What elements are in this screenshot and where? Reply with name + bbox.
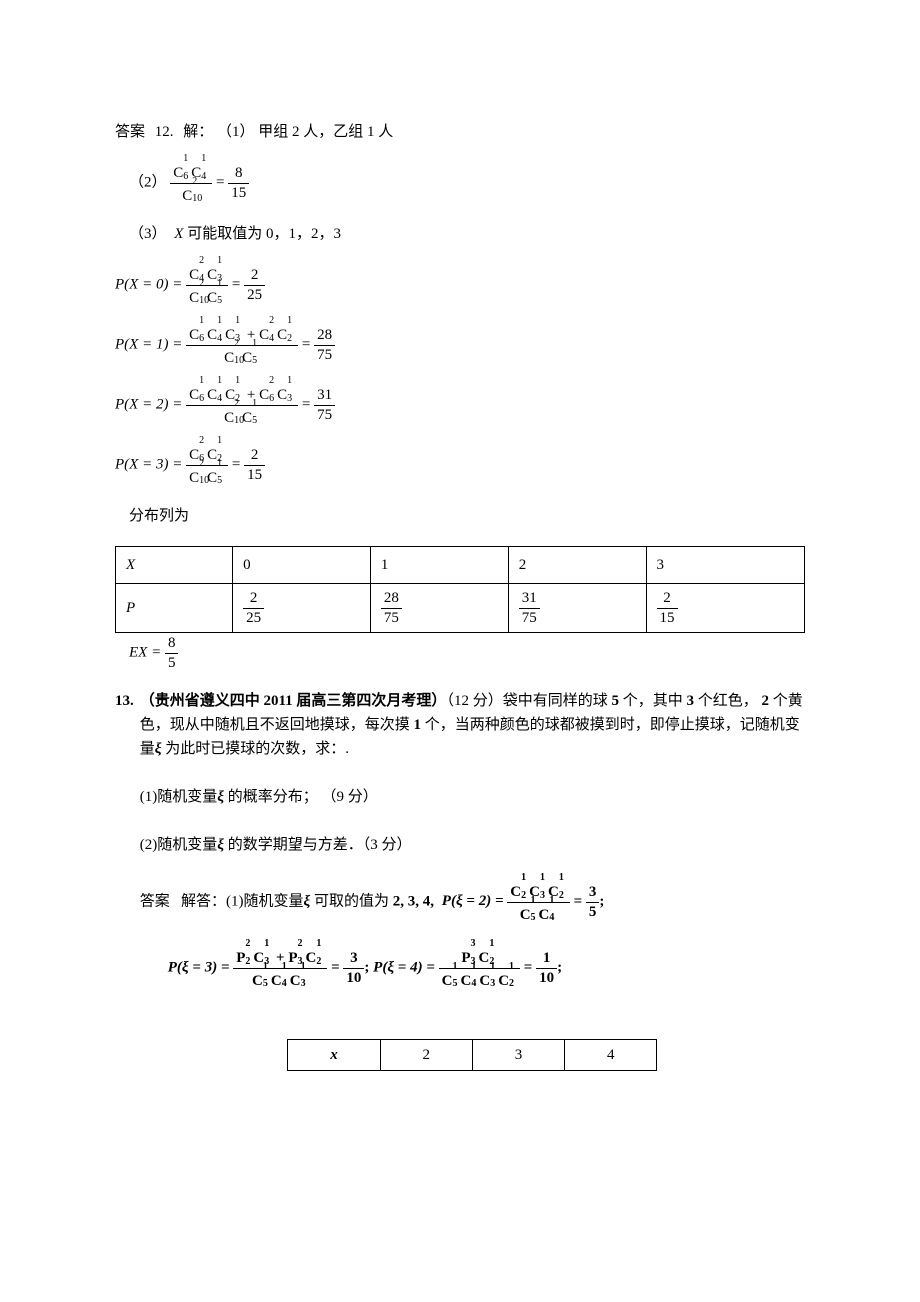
- q13-body: （贵州省遵义四中 2011 届高三第四次月考理）（12 分）袋中有同样的球 5 …: [140, 689, 805, 1071]
- cell-p3: 215: [646, 584, 804, 633]
- dist-label: 分布列为: [115, 504, 805, 528]
- solve-label: 解：: [183, 124, 213, 140]
- part1-text: 甲组 2 人，乙组 1 人: [258, 124, 393, 140]
- q13-p3-p4: P(ξ = 3) = P22C13 + P23C12 C15C14C13 = 3…: [140, 947, 805, 989]
- part3-text: 可能取值为 0，1，2，3: [187, 226, 341, 242]
- q13-stem: （贵州省遵义四中 2011 届高三第四次月考理）（12 分）袋中有同样的球 5 …: [140, 689, 805, 761]
- frac-left: C16C14 C210: [170, 162, 212, 204]
- distribution-table: X 0 1 2 3 P 225 2875 3175 215: [115, 546, 805, 633]
- px3: P(X = 3) = C26C12 C210C15 = 215: [115, 444, 805, 486]
- cell-x: x: [288, 1040, 380, 1071]
- cell-p1: 2875: [370, 584, 508, 633]
- q13-sub2: (2)随机变量ξ 的数学期望与方差．（3 分）: [140, 833, 805, 857]
- cell-p: P: [116, 584, 233, 633]
- px2: P(X = 2) = C16C14C12 + C26C13 C210C15 = …: [115, 384, 805, 426]
- question-13: 13. （贵州省遵义四中 2011 届高三第四次月考理）（12 分）袋中有同样的…: [115, 689, 805, 1071]
- part3-label: （3）: [129, 226, 167, 242]
- cell-3: 3: [472, 1040, 564, 1071]
- xi-table: x 2 3 4: [287, 1039, 657, 1071]
- answer-12-part2: （2） C16C14 C210 = 8 15: [115, 162, 805, 204]
- answer-num: 12.: [155, 124, 174, 140]
- cell-3: 3: [646, 547, 804, 584]
- cell-2: 2: [380, 1040, 472, 1071]
- q13-number: 13.: [115, 689, 134, 713]
- part2-label: （2）: [129, 174, 167, 190]
- part1-label: （1）: [217, 124, 255, 140]
- answer-prefix: 答案: [115, 124, 145, 140]
- cell-4: 4: [565, 1040, 657, 1071]
- table-row: x 2 3 4: [288, 1040, 657, 1071]
- answer-12-part3: （3） X 可能取值为 0，1，2，3: [115, 222, 805, 246]
- ex-value: EX = 85: [115, 635, 805, 671]
- px1: P(X = 1) = C16C14C13 + C24C12 C210C15 = …: [115, 324, 805, 366]
- cell-1: 1: [370, 547, 508, 584]
- equals: =: [216, 174, 228, 190]
- var-x: X: [174, 226, 183, 242]
- cell-0: 0: [233, 547, 371, 584]
- q13-answer: 答案 解答：(1)随机变量ξ 可取的值为 2, 3, 4, P(ξ = 2) =…: [140, 881, 805, 923]
- cell-x: X: [116, 547, 233, 584]
- cell-p2: 3175: [508, 584, 646, 633]
- cell-2: 2: [508, 547, 646, 584]
- q13-sub1: (1)随机变量ξ 的概率分布； （9 分）: [140, 785, 805, 809]
- answer-12-part1: 答案 12. 解： （1） 甲组 2 人，乙组 1 人: [115, 120, 805, 144]
- cell-p0: 225: [233, 584, 371, 633]
- table-row: X 0 1 2 3: [116, 547, 805, 584]
- table-row: P 225 2875 3175 215: [116, 584, 805, 633]
- px0: P(X = 0) = C24C13 C210C15 = 225: [115, 264, 805, 306]
- frac-right: 8 15: [228, 165, 249, 201]
